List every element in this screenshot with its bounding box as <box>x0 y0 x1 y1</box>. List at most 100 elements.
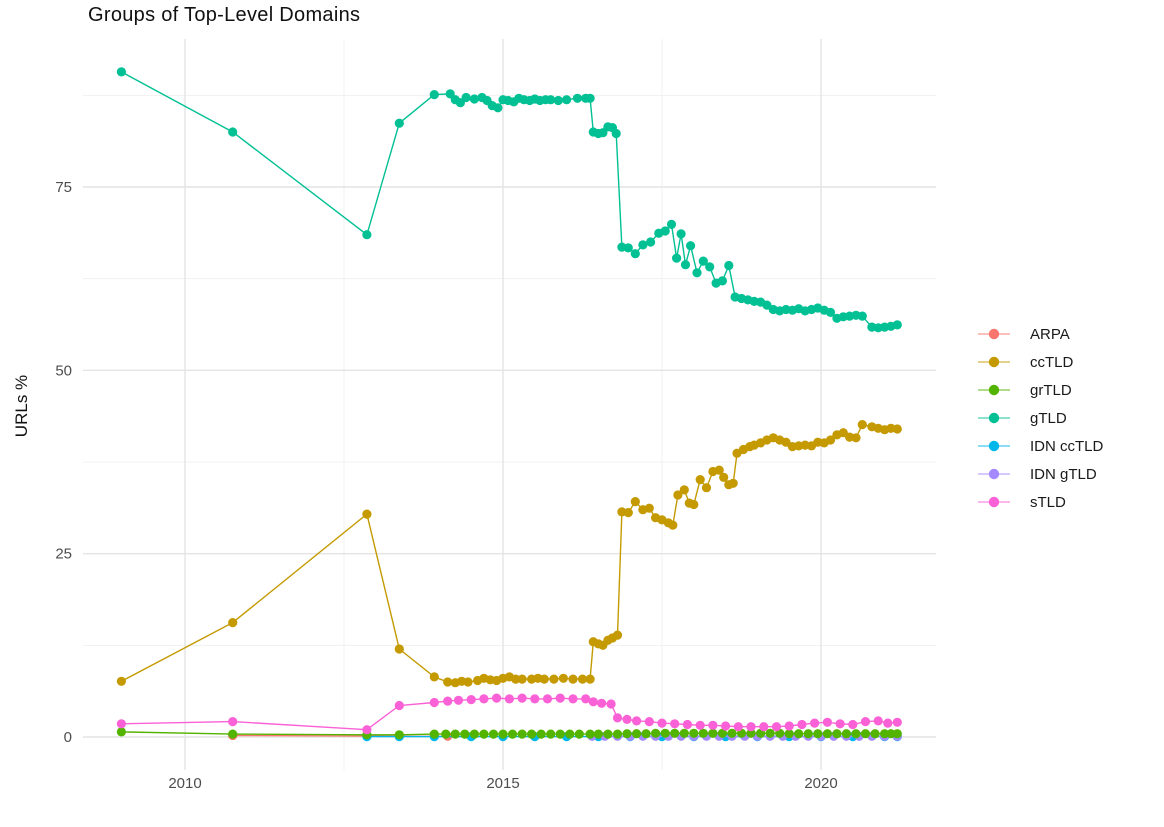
series-point-sTLD <box>892 717 902 727</box>
series-point-grTLD <box>670 728 680 738</box>
series-point-gTLD <box>660 226 670 236</box>
series-point-gTLD <box>562 95 572 105</box>
series-point-gTLD <box>686 241 696 251</box>
series-point-sTLD <box>695 720 705 730</box>
series-point-ccTLD <box>701 483 712 493</box>
series-point-ccTLD <box>517 674 527 684</box>
series-point-gTLD <box>672 253 682 263</box>
series-point-grTLD <box>717 728 728 738</box>
series-point-sTLD <box>597 698 607 708</box>
x-tick-label: 2010 <box>168 775 201 792</box>
series-point-sTLD <box>746 722 756 732</box>
series-point-sTLD <box>542 694 553 704</box>
series-line-gTLD <box>121 71 898 329</box>
series-point-grTLD <box>546 729 556 739</box>
series-point-gTLD <box>394 118 404 128</box>
series-point-sTLD <box>453 695 464 705</box>
series-point-ccTLD <box>443 677 453 687</box>
series-point-sTLD <box>568 694 578 704</box>
series-point-gTLD <box>680 260 691 270</box>
series-point-grTLD <box>612 729 623 739</box>
series-point-gTLD <box>762 300 772 310</box>
series-point-ccTLD <box>825 435 836 445</box>
series-point-gTLD <box>646 237 656 247</box>
series-point-grTLD <box>746 728 756 738</box>
series-point-gTLD <box>611 128 621 139</box>
series-point-grTLD <box>689 728 699 738</box>
legend-key-dot-sTLD <box>988 496 1000 508</box>
series-point-grTLD <box>536 729 546 739</box>
series-point-sTLD <box>822 717 833 727</box>
series-point-sTLD <box>771 722 782 732</box>
series-point-grTLD <box>460 729 470 739</box>
series-point-gTLD <box>429 90 439 100</box>
legend-key-dot-ARPA <box>988 328 1000 340</box>
series-point-sTLD <box>759 722 769 732</box>
series-point-gTLD <box>623 243 633 253</box>
series-point-gTLD <box>553 95 563 106</box>
series-point-sTLD <box>810 718 820 728</box>
series-point-ccTLD <box>394 644 404 654</box>
series-point-grTLD <box>488 729 499 739</box>
series-point-sTLD <box>860 717 871 727</box>
legend-key-dot-IDN-ccTLD <box>988 440 1000 452</box>
series-point-ccTLD <box>668 520 678 530</box>
series-point-grTLD <box>832 729 842 739</box>
y-tick-label: 50 <box>55 362 72 379</box>
series-point-grTLD <box>784 729 794 739</box>
series-point-gTLD <box>705 262 715 272</box>
series-point-grTLD <box>507 729 518 739</box>
series-point-sTLD <box>797 719 807 730</box>
series-point-ccTLD <box>568 674 578 684</box>
series-point-grTLD <box>660 728 670 738</box>
series-point-grTLD <box>727 728 737 738</box>
series-point-grTLD <box>794 729 804 739</box>
series-point-grTLD <box>851 729 861 739</box>
series-point-grTLD <box>622 729 632 739</box>
series-point-grTLD <box>394 730 404 740</box>
series-point-ccTLD <box>892 424 902 434</box>
series-point-ccTLD <box>781 437 791 447</box>
series-point-grTLD <box>593 729 604 739</box>
legend-label-ARPA: ARPA <box>1030 326 1070 343</box>
series-point-grTLD <box>632 729 642 739</box>
series-point-grTLD <box>822 729 833 739</box>
series-point-sTLD <box>708 720 718 730</box>
series-point-ccTLD <box>362 509 372 519</box>
series-point-gTLD <box>461 92 471 103</box>
series-point-grTLD <box>498 729 508 739</box>
series-point-ccTLD <box>679 485 689 495</box>
series-point-ccTLD <box>612 630 623 640</box>
series-point-sTLD <box>670 719 680 729</box>
series-point-grTLD <box>441 729 451 739</box>
series-point-grTLD <box>469 729 479 739</box>
series-point-gTLD <box>692 268 702 278</box>
series-point-ccTLD <box>644 503 654 513</box>
series-point-sTLD <box>883 718 893 728</box>
series-point-ccTLD <box>539 674 549 684</box>
series-point-grTLD <box>841 729 852 739</box>
series-point-sTLD <box>394 700 404 711</box>
series-point-gTLD <box>469 94 479 104</box>
series-point-ccTLD <box>719 472 729 482</box>
series-point-ccTLD <box>577 674 588 684</box>
legend-label-ccTLD: ccTLD <box>1030 354 1074 371</box>
series-point-ccTLD <box>558 673 569 683</box>
series-point-sTLD <box>581 694 591 704</box>
series-point-gTLD <box>724 260 734 271</box>
series-point-gTLD <box>717 276 728 286</box>
series-point-sTLD <box>588 697 598 707</box>
series-point-gTLD <box>585 93 595 103</box>
series-point-sTLD <box>116 719 126 729</box>
series-point-grTLD <box>565 729 575 739</box>
series-point-ccTLD <box>429 672 439 682</box>
series-point-sTLD <box>228 717 238 727</box>
series-point-ccTLD <box>728 478 738 488</box>
series-point-grTLD <box>450 729 460 739</box>
series-point-sTLD <box>784 721 794 731</box>
series-point-sTLD <box>606 699 616 709</box>
legend-key-dot-IDN-gTLD <box>988 468 1000 480</box>
series-point-sTLD <box>873 716 883 726</box>
legend-label-grTLD: grTLD <box>1030 382 1072 399</box>
